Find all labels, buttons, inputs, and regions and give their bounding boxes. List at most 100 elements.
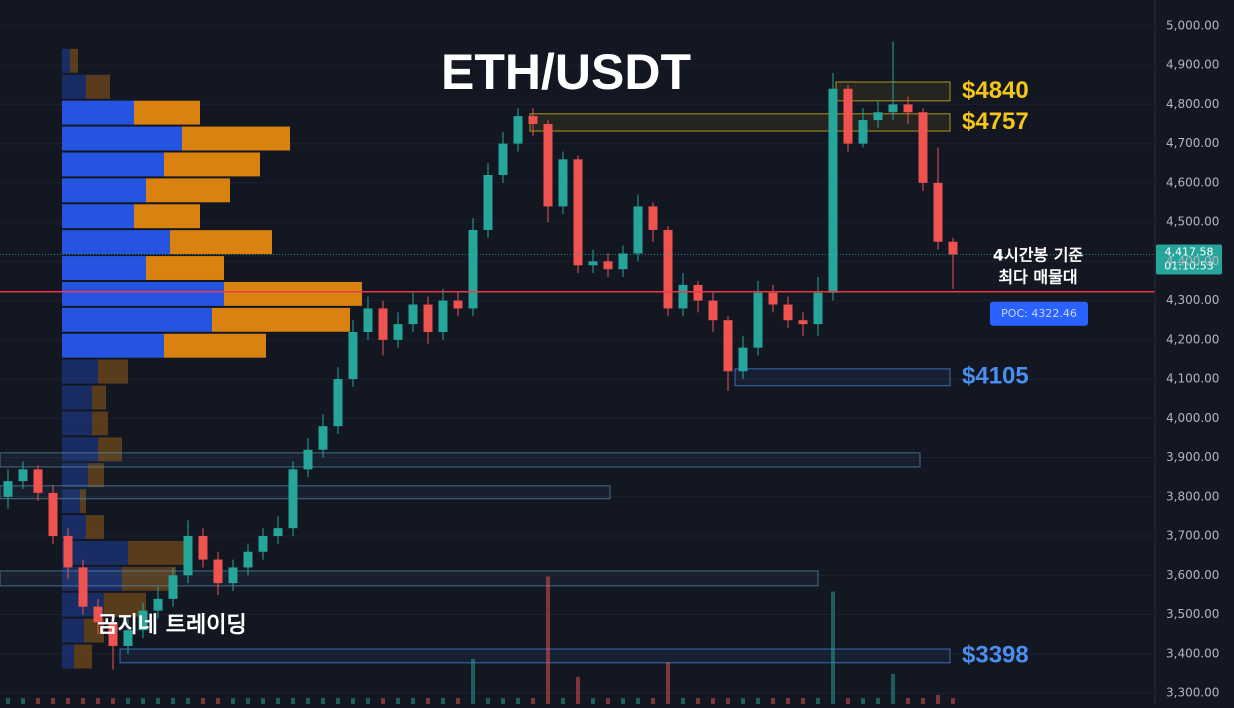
volume-bar — [471, 659, 475, 704]
volume-bar — [696, 698, 700, 704]
profile-buy — [62, 540, 128, 565]
y-tick-label: 4,000.00 — [1166, 411, 1219, 425]
profile-sell — [146, 256, 224, 280]
candle-body — [603, 261, 613, 270]
chart-title: ETH/USDT — [441, 44, 691, 100]
profile-buy — [62, 230, 170, 255]
candle-body — [723, 320, 733, 372]
volume-bar — [741, 698, 745, 704]
candle-body — [153, 598, 163, 611]
profile-sell — [80, 489, 86, 514]
volume-bar — [621, 698, 625, 704]
watermark: 곰지네 트레이딩 — [97, 613, 246, 638]
zone-label: $4840 — [962, 77, 1029, 104]
profile-buy — [62, 359, 98, 384]
annotation: 최다 매물대 — [998, 268, 1077, 287]
poc-label: POC: 4322.46 — [1001, 307, 1077, 320]
candle-body — [48, 492, 58, 537]
volume-bar — [306, 698, 310, 704]
y-tick-label: 3,700.00 — [1166, 529, 1219, 543]
volume-bar — [126, 698, 130, 704]
volume-bar — [816, 698, 820, 704]
profile-buy — [62, 515, 86, 539]
volume-bar — [486, 698, 490, 704]
poc-label-box — [990, 301, 1088, 326]
y-tick-label: 4,200.00 — [1166, 332, 1219, 346]
candle-body — [813, 292, 823, 325]
volume-bar — [231, 698, 235, 704]
profile-sell — [104, 592, 146, 617]
volume-bar — [501, 698, 505, 704]
candle-body — [243, 551, 253, 568]
volume-bar — [276, 698, 280, 704]
candle-body — [423, 304, 433, 332]
profile-sell — [70, 48, 78, 73]
countdown-label: 01:10:53 — [1164, 259, 1213, 272]
candle-body — [783, 304, 793, 321]
volume-bar — [801, 698, 805, 704]
profile-buy — [62, 204, 134, 229]
candle-body — [303, 449, 313, 470]
candle-body — [708, 300, 718, 321]
candle-body — [168, 575, 178, 599]
candle-body — [393, 324, 403, 340]
volume-bar — [6, 698, 10, 704]
profile-sell — [74, 644, 92, 669]
profile-buy — [62, 437, 98, 462]
candle-body — [453, 300, 463, 309]
volume-bar — [21, 698, 25, 704]
profile-buy — [62, 126, 182, 151]
candle-body — [543, 124, 553, 207]
volume-bar — [516, 698, 520, 704]
y-tick-label: 4,500.00 — [1166, 215, 1219, 229]
zone-label: $3398 — [962, 641, 1029, 668]
volume-bar — [441, 698, 445, 704]
volume-bar — [561, 698, 565, 704]
zone — [0, 452, 921, 468]
candle-body — [273, 528, 283, 537]
profile-buy — [62, 178, 146, 203]
candle-body — [558, 159, 568, 207]
candle-body — [528, 116, 538, 125]
y-tick-label: 3,300.00 — [1166, 686, 1219, 700]
volume-bar — [81, 698, 85, 704]
y-tick-label: 3,500.00 — [1166, 607, 1219, 621]
profile-buy — [62, 100, 134, 125]
volume-bar — [456, 698, 460, 704]
profile-sell — [164, 152, 260, 177]
zone — [0, 570, 819, 587]
candle-body — [858, 120, 868, 144]
candle-body — [108, 622, 118, 646]
candle-body — [213, 559, 223, 584]
annotation: 4시간봉 기준 — [993, 246, 1084, 265]
volume-bar — [786, 698, 790, 704]
volume-bar — [861, 698, 865, 704]
volume-bar — [891, 674, 895, 704]
volume-bar — [771, 698, 775, 704]
volume-bar — [411, 698, 415, 704]
candle-body — [318, 426, 328, 450]
profile-buy — [62, 74, 86, 99]
profile-sell — [98, 359, 128, 384]
y-tick-label: 4,400.00 — [1166, 254, 1219, 268]
volume-bar — [186, 698, 190, 704]
volume-bar — [201, 698, 205, 704]
volume-bar — [381, 698, 385, 704]
volume-bar — [831, 591, 835, 704]
volume-bar — [261, 698, 265, 704]
candle-body — [948, 241, 958, 255]
last-price-box — [1156, 244, 1222, 275]
candle-body — [678, 284, 688, 309]
zone — [734, 368, 951, 387]
y-tick-label: 4,800.00 — [1166, 97, 1219, 111]
profile-buy — [62, 307, 212, 332]
candle-body — [123, 630, 133, 646]
candle-body — [18, 469, 28, 482]
candle-body — [693, 284, 703, 301]
profile-sell — [88, 463, 104, 488]
volume-bar — [141, 698, 145, 704]
candle-body — [903, 104, 913, 113]
y-tick-label: 4,700.00 — [1166, 136, 1219, 150]
last-price-label: 4,417.58 — [1165, 245, 1214, 258]
y-tick-label: 4,600.00 — [1166, 175, 1219, 189]
